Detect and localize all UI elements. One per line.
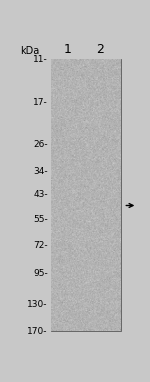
Text: 72-: 72- [33,241,48,250]
Text: 95-: 95- [33,269,48,278]
Text: 43-: 43- [33,190,48,199]
Text: 34-: 34- [33,167,48,176]
Bar [51,59,121,331]
Text: 2: 2 [96,42,104,55]
Text: 170-: 170- [27,327,48,336]
Bar [90,260,110,278]
Text: 11-: 11- [33,55,48,63]
Text: kDa: kDa [20,45,39,55]
Text: 1: 1 [64,42,72,55]
Text: 26-: 26- [33,140,48,149]
Text: 55-: 55- [33,215,48,223]
Text: 130-: 130- [27,300,48,309]
Text: 17-: 17- [33,98,48,107]
